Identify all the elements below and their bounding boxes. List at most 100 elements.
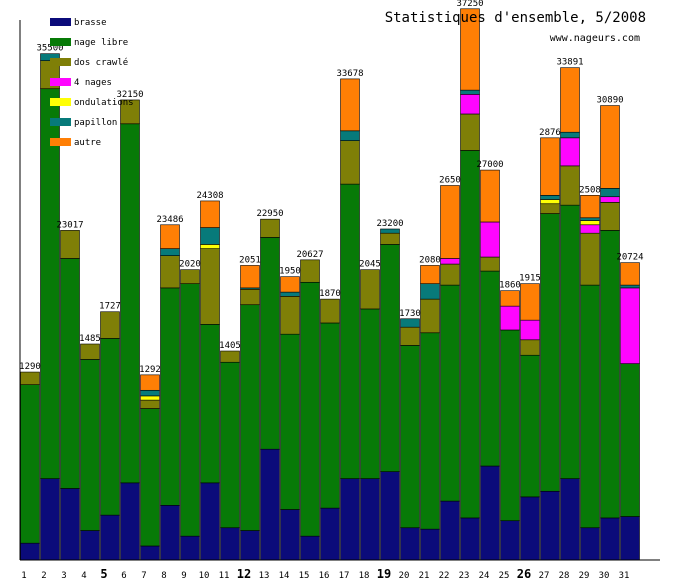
x-tick-label-4: 4: [81, 571, 86, 580]
total-labels-layer: 1290 35500 23017 1485 1727 32150 1292 23486 2020…: [19, 0, 643, 375]
bar-segment-brasse-day-22: [440, 500, 460, 561]
x-tick-label-30: 30: [599, 571, 610, 580]
bar-segment-autre-day-17: [340, 78, 360, 132]
bar-segment-nage-libre-day-10: [200, 324, 220, 484]
x-tick-label-18: 18: [359, 571, 370, 580]
bar-segment-nage-libre-day-28: [560, 204, 580, 479]
bar-segment-ondulations-day-29: [580, 220, 600, 226]
x-tick-label-11: 11: [219, 571, 230, 580]
bar-segment-4-nages-day-26: [520, 319, 540, 341]
total-label-day-22: 2650: [439, 176, 461, 186]
total-label-day-15: 20627: [296, 250, 323, 260]
total-label-day-3: 23017: [56, 220, 83, 230]
bar-segment-nage-libre-day-8: [160, 287, 180, 506]
total-label-day-7: 1292: [139, 365, 161, 375]
x-tick-label-5: 5: [100, 567, 107, 580]
bar-segment-autre-day-14: [280, 276, 300, 293]
total-label-day-21: 2080: [419, 255, 441, 265]
x-tick-label-31: 31: [619, 571, 630, 580]
bar-segment-dos-crawlé-day-8: [160, 255, 180, 289]
bar-segment-dos-crawlé-day-27: [540, 203, 560, 214]
bar-segment-nage-libre-day-22: [440, 284, 460, 502]
bar-segment-autre-day-22: [440, 185, 460, 259]
bar-segment-brasse-day-28: [560, 478, 580, 561]
bar-segment-brasse-day-14: [280, 509, 300, 561]
bar-segment-brasse-day-15: [300, 535, 320, 561]
legend-label-nage-libre: nage libre: [74, 38, 128, 48]
x-tick-label-26: 26: [517, 567, 531, 580]
total-label-day-9: 2020: [179, 260, 201, 270]
bar-segment-brasse-day-8: [160, 504, 180, 561]
bar-segment-dos-crawlé-day-19: [380, 232, 400, 245]
bar-segment-nage-libre-day-19: [380, 244, 400, 472]
bar-segment-nage-libre-day-27: [540, 213, 560, 492]
bar-segment-autre-day-8: [160, 224, 180, 249]
total-label-day-13: 22950: [256, 209, 283, 219]
bar-segment-dos-crawlé-day-22: [440, 263, 460, 286]
bar-segment-brasse-day-18: [360, 478, 380, 561]
total-label-day-1: 1290: [19, 362, 41, 372]
bar-segment-brasse-day-5: [100, 514, 120, 561]
bar-segment-4-nages-day-31: [620, 287, 640, 364]
bar-segment-papillon-day-23: [460, 89, 480, 95]
bar-segment-autre-day-28: [560, 67, 580, 133]
bar-segment-4-nages-day-23: [460, 94, 480, 115]
bar-segment-dos-crawlé-day-21: [420, 298, 440, 334]
legend-label-4-nages: 4 nages: [74, 78, 112, 88]
x-tick-label-27: 27: [539, 571, 550, 580]
legend-label-ondulations: ondulations: [74, 98, 134, 108]
bar-segment-ondulations-day-10: [200, 244, 220, 249]
x-tick-label-16: 16: [319, 571, 330, 580]
bar-segment-nage-libre-day-13: [260, 237, 280, 450]
bar-segment-nage-libre-day-24: [480, 270, 500, 467]
bar-segment-dos-crawlé-day-24: [480, 256, 500, 272]
x-tick-label-7: 7: [141, 571, 146, 580]
bar-segment-brasse-day-17: [340, 478, 360, 561]
total-label-day-11: 1405: [219, 341, 241, 351]
bar-segment-nage-libre-day-2: [40, 88, 60, 479]
bar-segment-brasse-day-21: [420, 528, 440, 561]
bar-segment-4-nages-day-24: [480, 221, 500, 258]
bar-segment-papillon-day-28: [560, 131, 580, 139]
legend-swatch-brasse: [50, 18, 71, 26]
bar-segment-nage-libre-day-31: [620, 363, 640, 517]
bar-segment-ondulations-day-27: [540, 199, 560, 205]
bar-segment-dos-crawlé-day-26: [520, 339, 540, 356]
bar-segment-nage-libre-day-15: [300, 281, 320, 537]
bar-segment-nage-libre-day-26: [520, 354, 540, 498]
bar-segment-papillon-day-20: [400, 318, 420, 328]
x-tick-label-19: 19: [377, 567, 391, 580]
bar-segment-ondulations-day-7: [140, 395, 160, 401]
total-label-day-8: 23486: [156, 215, 183, 225]
bar-segment-papillon-day-31: [620, 284, 640, 289]
bar-segment-dos-crawlé-day-6: [120, 99, 140, 125]
legend-swatch-dos-crawlé: [50, 58, 71, 66]
x-tick-label-15: 15: [299, 571, 310, 580]
bar-segment-brasse-day-10: [200, 482, 220, 561]
bar-segment-dos-crawlé-day-12: [240, 288, 260, 306]
bar-segment-brasse-day-26: [520, 496, 540, 561]
bar-segment-4-nages-day-28: [560, 137, 580, 167]
bar-segment-dos-crawlé-day-30: [600, 202, 620, 231]
legend-label-brasse: brasse: [74, 18, 107, 28]
bar-segment-brasse-day-3: [60, 488, 80, 561]
bar-segment-dos-crawlé-day-16: [320, 298, 340, 324]
bar-segment-papillon-day-30: [600, 188, 620, 198]
bars-layer: [20, 8, 640, 561]
bar-segment-papillon-day-19: [380, 228, 400, 234]
total-label-day-10: 24308: [196, 191, 223, 201]
x-tick-label-6: 6: [121, 571, 126, 580]
total-label-day-23: 37250: [456, 0, 483, 9]
bar-segment-autre-day-29: [580, 195, 600, 219]
x-tick-label-21: 21: [419, 571, 430, 580]
bar-segment-brasse-day-1: [20, 542, 40, 561]
bar-segment-autre-day-24: [480, 169, 500, 223]
total-label-day-28: 33891: [556, 58, 583, 68]
bar-segment-papillon-day-21: [420, 283, 440, 300]
bar-segment-brasse-day-27: [540, 490, 560, 561]
bar-segment-papillon-day-29: [580, 217, 600, 221]
x-tick-label-10: 10: [199, 571, 210, 580]
bar-segment-nage-libre-day-11: [220, 361, 240, 529]
x-tick-label-24: 24: [479, 571, 490, 580]
